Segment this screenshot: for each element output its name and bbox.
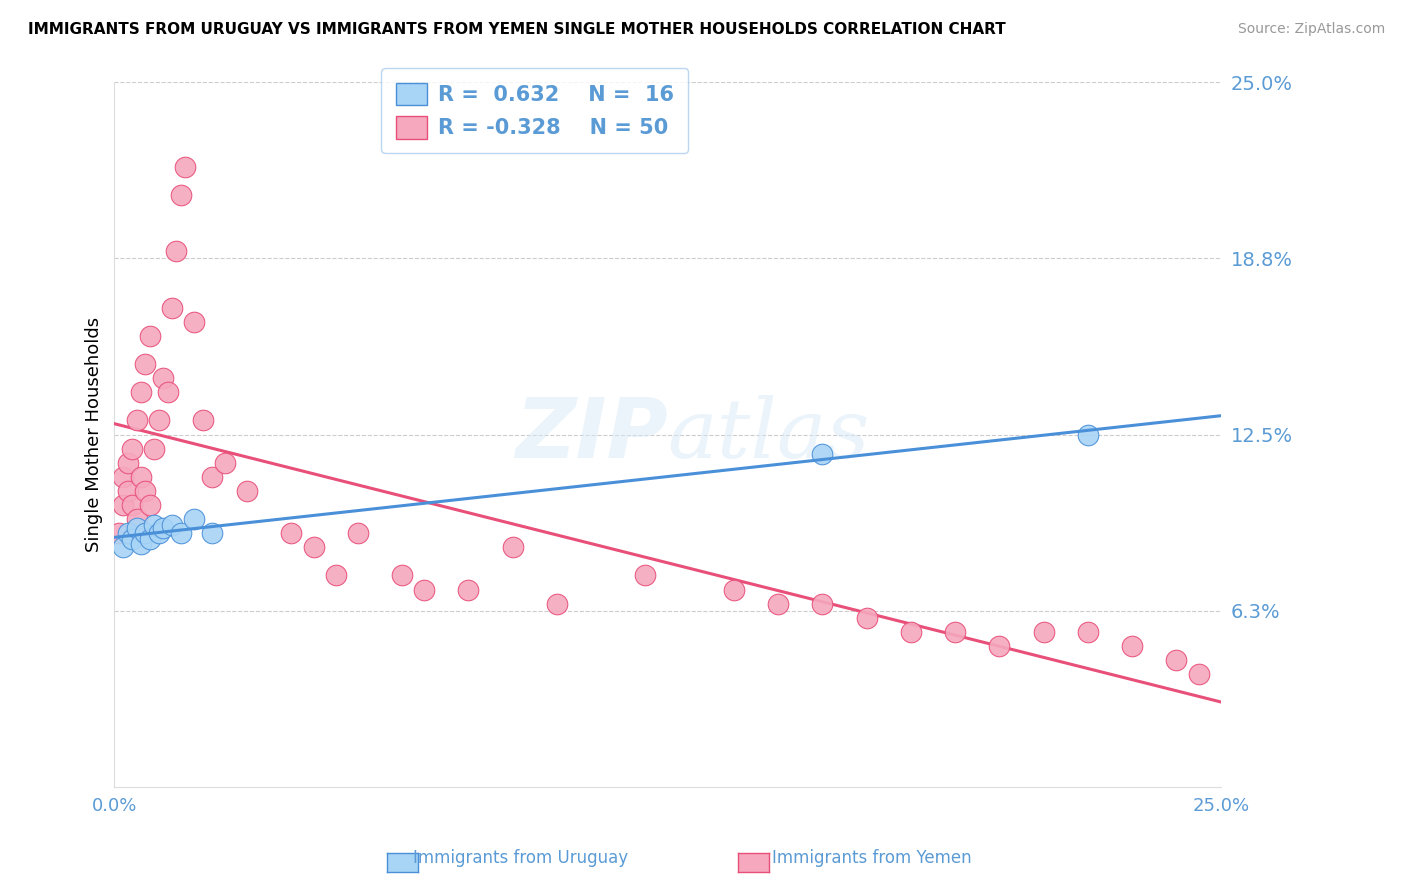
Point (160, 517, 183, 532)
Text: atlas: atlas (668, 394, 870, 475)
Point (855, 611, 877, 625)
Point (143, 442, 166, 456)
Text: ZIP: ZIP (515, 394, 668, 475)
Point (214, 456, 236, 470)
Point (1077, 427, 1099, 442)
Point (117, 456, 139, 470)
Point (108, 526, 131, 541)
Point (201, 470, 224, 484)
Text: Source: ZipAtlas.com: Source: ZipAtlas.com (1237, 22, 1385, 37)
Point (1121, 639, 1143, 653)
Point (1187, 667, 1209, 681)
Point (121, 442, 143, 456)
Point (1032, 624, 1054, 639)
Point (811, 597, 834, 611)
Point (148, 413, 170, 427)
Point (723, 582, 745, 597)
Point (139, 498, 162, 512)
Point (391, 568, 413, 582)
Point (766, 597, 789, 611)
Point (134, 526, 156, 541)
Point (117, 526, 139, 541)
Point (191, 413, 214, 427)
Point (413, 582, 436, 597)
Point (134, 357, 156, 371)
Point (129, 385, 152, 400)
Point (129, 470, 152, 484)
Point (112, 498, 135, 512)
Point (148, 526, 170, 541)
Point (502, 541, 524, 555)
Point (280, 526, 302, 541)
Point (121, 498, 143, 512)
Point (139, 329, 162, 343)
Point (139, 532, 162, 546)
Point (134, 483, 156, 498)
Point (121, 532, 143, 546)
Point (129, 537, 152, 551)
Point (546, 597, 568, 611)
Point (125, 413, 148, 427)
Point (112, 470, 135, 484)
Point (302, 541, 325, 555)
Point (152, 520, 174, 534)
Point (1077, 624, 1099, 639)
Point (112, 541, 135, 555)
Point (160, 301, 183, 315)
Point (125, 512, 148, 526)
Point (1166, 653, 1188, 667)
Point (988, 639, 1011, 653)
Point (170, 188, 193, 202)
Point (634, 568, 657, 582)
Point (152, 371, 174, 385)
Point (117, 483, 139, 498)
Point (183, 512, 205, 526)
Text: Immigrants from Yemen: Immigrants from Yemen (772, 849, 972, 867)
Point (236, 483, 259, 498)
Text: Immigrants from Uruguay: Immigrants from Uruguay (412, 849, 628, 867)
Point (457, 582, 479, 597)
Point (143, 517, 166, 532)
Point (325, 568, 347, 582)
Point (170, 526, 193, 541)
Point (174, 160, 197, 174)
Y-axis label: Single Mother Households: Single Mother Households (86, 317, 103, 552)
Point (165, 244, 187, 259)
Point (156, 385, 179, 400)
Point (183, 315, 205, 329)
Point (201, 526, 224, 541)
Point (943, 624, 966, 639)
Point (125, 520, 148, 534)
Point (346, 526, 368, 541)
Legend: R =  0.632    N =  16, R = -0.328    N = 50: R = 0.632 N = 16, R = -0.328 N = 50 (381, 68, 688, 153)
Point (811, 447, 834, 461)
Text: IMMIGRANTS FROM URUGUAY VS IMMIGRANTS FROM YEMEN SINGLE MOTHER HOUSEHOLDS CORREL: IMMIGRANTS FROM URUGUAY VS IMMIGRANTS FR… (28, 22, 1005, 37)
Point (900, 624, 922, 639)
